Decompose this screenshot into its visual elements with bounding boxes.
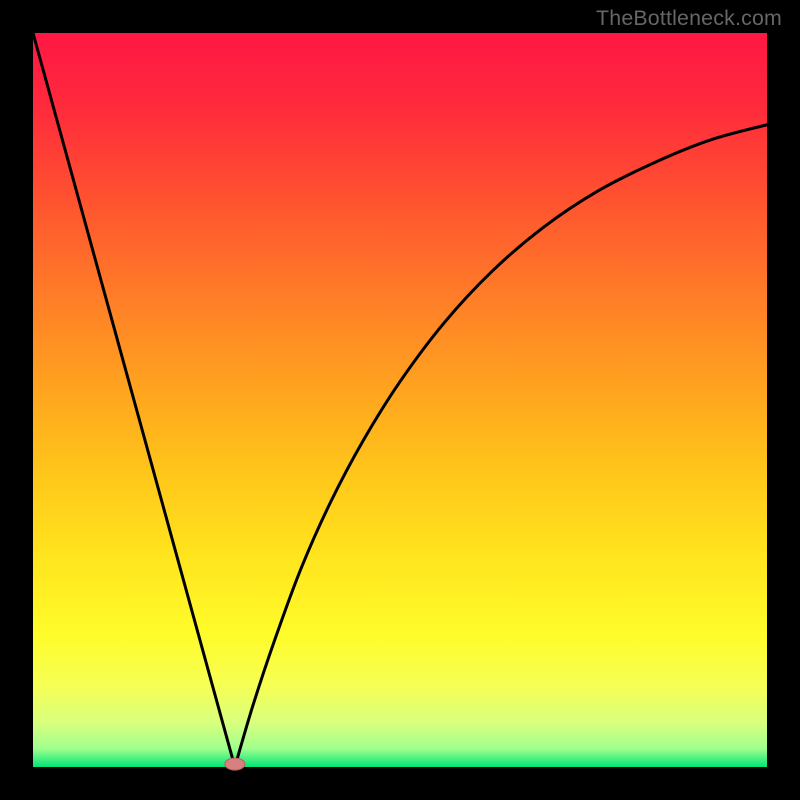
optimal-point-marker [225, 758, 245, 770]
chart-container: TheBottleneck.com [0, 0, 800, 800]
bottleneck-chart [0, 0, 800, 800]
plot-area [33, 33, 767, 767]
watermark-text: TheBottleneck.com [596, 6, 782, 31]
